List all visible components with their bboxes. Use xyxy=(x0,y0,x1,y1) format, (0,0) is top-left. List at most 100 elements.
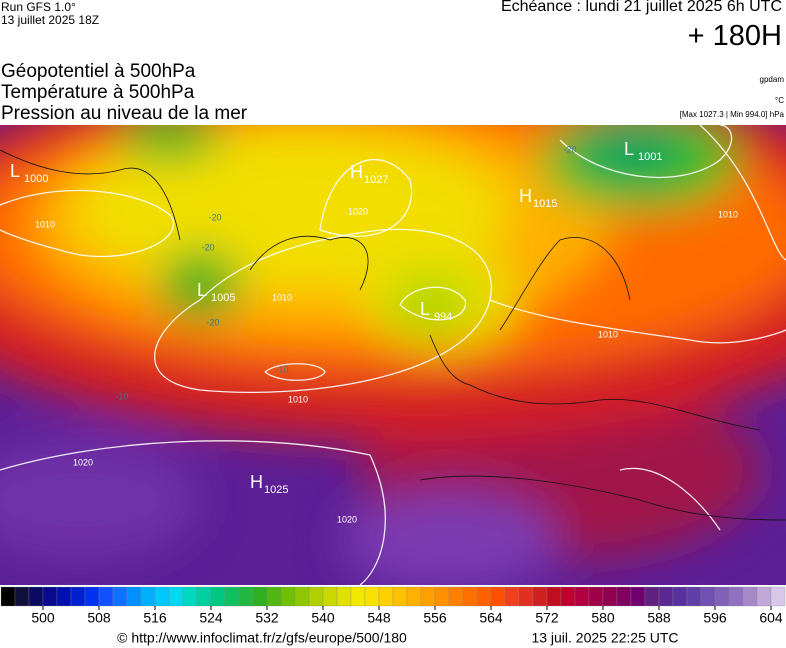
colorbar-swatch xyxy=(672,586,688,607)
colorbar-swatch xyxy=(658,586,674,607)
center-value: 1001 xyxy=(638,151,662,163)
colorbar-swatch xyxy=(518,586,534,607)
footer-timestamp: 13 juil. 2025 22:25 UTC xyxy=(531,630,678,646)
pressure-center: H 1015 xyxy=(519,186,557,210)
colorbar-swatch xyxy=(28,586,44,607)
colorbar-swatch xyxy=(126,586,142,607)
colorbar-swatch xyxy=(434,586,450,607)
layer: Température à 500hPa xyxy=(1,82,195,103)
colorbar-swatch xyxy=(168,586,184,607)
run: Run GFS 1.0° xyxy=(1,0,76,14)
colorbar-swatch xyxy=(196,586,212,607)
colorbar-swatch xyxy=(714,586,730,607)
center-letter: L xyxy=(420,299,430,319)
center-letter: H xyxy=(350,162,363,182)
center-letter: L xyxy=(197,280,207,300)
unit: gpdam xyxy=(759,75,784,84)
isobar-label: 1020 xyxy=(348,206,368,216)
colorbar-label: 524 xyxy=(199,610,223,626)
colorbar-label: 500 xyxy=(31,610,55,626)
colorbar-label: 596 xyxy=(703,610,727,626)
colorbar-label: 548 xyxy=(367,610,391,626)
temperature-label: -10 xyxy=(115,391,128,401)
colorbar-swatch xyxy=(336,586,352,607)
colorbar-swatch xyxy=(616,586,632,607)
colorbar-swatch xyxy=(420,586,436,607)
center-letter: H xyxy=(250,472,263,492)
colorbar-swatch xyxy=(308,586,324,607)
colorbar-swatch xyxy=(462,586,478,607)
colorbar-swatch xyxy=(560,586,576,607)
colorbar-swatch xyxy=(588,586,604,607)
colorbar-label: 540 xyxy=(311,610,335,626)
center-letter: H xyxy=(519,186,532,206)
colorbar-label: 588 xyxy=(647,610,671,626)
colorbar-swatch xyxy=(154,586,170,607)
isobar-label: 1010 xyxy=(288,394,308,404)
isobar-label: 1020 xyxy=(73,457,93,467)
colorbar-label: 604 xyxy=(759,610,783,626)
pressure-center: L 1001 xyxy=(624,139,662,163)
colorbar-swatch xyxy=(84,586,100,607)
colorbar-swatch xyxy=(504,586,520,607)
colorbar-label: 572 xyxy=(535,610,559,626)
footer-source: © http://www.infoclimat.fr/z/gfs/europe/… xyxy=(117,630,407,646)
run-date: 13 juillet 2025 18Z xyxy=(1,13,100,27)
center-value: 1015 xyxy=(533,198,557,210)
colorbar-swatch xyxy=(546,586,562,607)
colorbar-swatch xyxy=(490,586,506,607)
colorbar-swatch xyxy=(140,586,156,607)
lead-time: + 180H xyxy=(687,20,782,52)
colorbar-label: 564 xyxy=(479,610,503,626)
pressure-center: L 1000 xyxy=(10,161,48,185)
colorbar-swatch xyxy=(252,586,268,607)
pressure-center: L 994 xyxy=(420,299,452,323)
center-value: 994 xyxy=(434,311,452,323)
colorbar-swatch xyxy=(322,586,338,607)
colorbar-swatch xyxy=(644,586,660,607)
colorbar-swatch xyxy=(210,586,226,607)
colorbar-swatch xyxy=(98,586,114,607)
colorbar-swatch xyxy=(448,586,464,607)
center-value: 1027 xyxy=(364,174,388,186)
colorbar-swatch xyxy=(406,586,422,607)
colorbar-swatch xyxy=(112,586,128,607)
colorbar-swatch xyxy=(0,586,16,607)
colorbar-swatch xyxy=(42,586,58,607)
unit: [Max 1027.3 | Min 994.0] hPa xyxy=(679,110,784,119)
colorbar-swatch xyxy=(14,586,30,607)
layer: Pression au niveau de la mer xyxy=(1,103,248,124)
colorbar-swatch xyxy=(728,586,744,607)
center-value: 1000 xyxy=(24,173,48,185)
colorbar-label: 516 xyxy=(143,610,167,626)
forecast: Echéance : lundi 21 juillet 2025 6h UTC xyxy=(500,0,782,15)
unit: °C xyxy=(775,96,784,105)
center-letter: L xyxy=(10,161,20,181)
pressure-center: L 1005 xyxy=(197,280,235,304)
colorbar-swatch xyxy=(238,586,254,607)
colorbar-swatch xyxy=(742,586,758,607)
colorbar-swatch xyxy=(378,586,394,607)
colorbar-label: 508 xyxy=(87,610,111,626)
colorbar-swatch xyxy=(532,586,548,607)
colorbar-swatch xyxy=(392,586,408,607)
colorbar-swatch xyxy=(700,586,716,607)
colorbar-swatch xyxy=(686,586,702,607)
temperature-label: -20 xyxy=(206,317,219,327)
isobar-label: 1020 xyxy=(337,514,357,524)
field xyxy=(0,125,786,585)
colorbar-swatch xyxy=(364,586,380,607)
colorbar-swatch xyxy=(280,586,296,607)
colorbar-swatch xyxy=(70,586,86,607)
colorbar-swatch xyxy=(756,586,772,607)
colorbar-swatch xyxy=(224,586,240,607)
colorbar-swatch xyxy=(56,586,72,607)
colorbar-swatch xyxy=(350,586,366,607)
pressure-center: H 1025 xyxy=(250,472,288,496)
colorbar-label: 580 xyxy=(591,610,615,626)
colorbar-label: 532 xyxy=(255,610,279,626)
temperature-label: -20 xyxy=(201,242,214,252)
pressure-center: H 1027 xyxy=(350,162,388,186)
temperature-label: -20 xyxy=(563,144,576,154)
